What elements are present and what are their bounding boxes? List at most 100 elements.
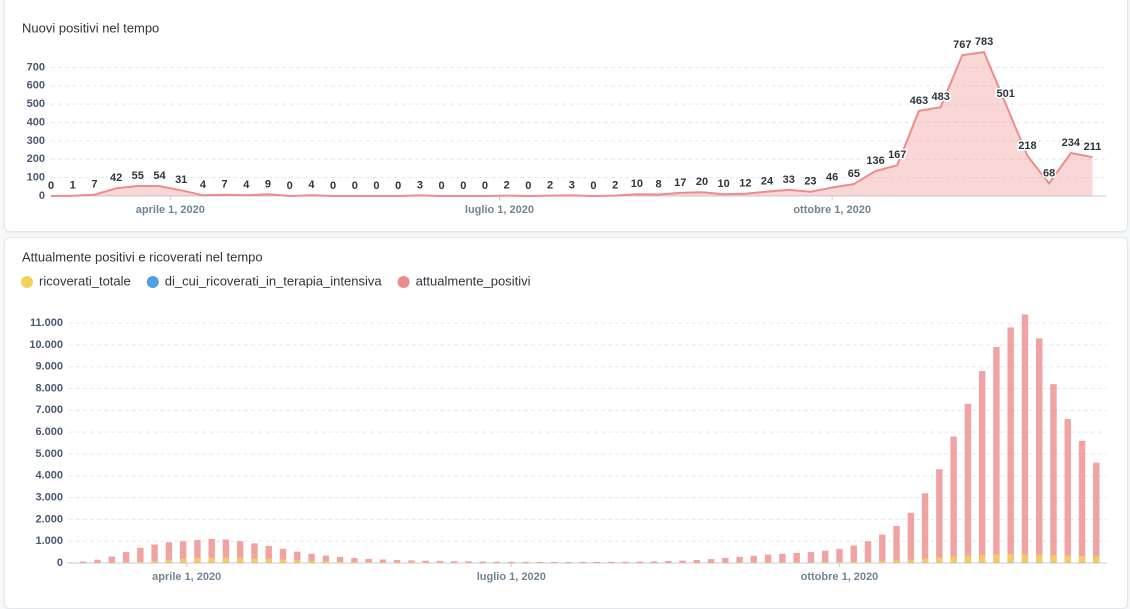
bar [1007, 327, 1013, 563]
value-label: 0 [590, 180, 596, 192]
bar [879, 561, 885, 563]
value-label: 767 [953, 39, 971, 51]
bar [665, 561, 671, 563]
bar [908, 513, 914, 563]
y-tick-label: 8.000 [35, 382, 63, 394]
bar [579, 562, 585, 563]
bar [237, 558, 243, 563]
value-label: 0 [373, 180, 379, 192]
bar [865, 561, 871, 563]
y-tick-label: 1.000 [35, 535, 63, 547]
bar [879, 535, 885, 563]
y-tick-label: 700 [27, 61, 45, 73]
legend-swatch [147, 276, 159, 288]
bar [936, 558, 942, 563]
bar [351, 562, 357, 563]
bar [651, 561, 657, 563]
bar [123, 562, 129, 563]
bar [793, 553, 799, 563]
y-tick-label: 6.000 [35, 426, 63, 438]
chart-title: Attualmente positivi e ricoverati nel te… [22, 249, 263, 264]
bar [308, 561, 314, 563]
value-label: 10 [718, 178, 730, 190]
value-label: 17 [674, 177, 686, 189]
bar [166, 560, 172, 563]
value-label: 0 [525, 180, 531, 192]
bar [365, 562, 371, 563]
bar [893, 560, 899, 563]
chart: Attualmente positivi e ricoverati nel te… [5, 238, 1127, 598]
bar [1065, 556, 1071, 563]
value-label: 10 [631, 178, 643, 190]
bar [793, 562, 799, 563]
value-label: 2 [547, 180, 553, 192]
bar [1065, 419, 1071, 563]
bar [979, 371, 985, 563]
bar [1093, 556, 1099, 563]
value-label: 3 [569, 179, 575, 191]
bar [836, 549, 842, 563]
bar [822, 562, 828, 563]
bar [251, 558, 257, 563]
bar [508, 562, 514, 563]
y-tick-label: 2.000 [35, 513, 63, 525]
value-label: 65 [848, 168, 860, 180]
y-tick-label: 200 [27, 153, 45, 165]
bar [551, 562, 557, 563]
bar [380, 562, 386, 563]
bar [180, 559, 186, 563]
x-tick-label: luglio 1, 2020 [465, 204, 534, 216]
bar [337, 561, 343, 563]
bar [865, 541, 871, 563]
bar [965, 404, 971, 563]
bar [936, 469, 942, 563]
bar [1022, 554, 1028, 563]
bar [1093, 463, 1099, 563]
y-tick-label: 4.000 [35, 470, 63, 482]
bar [194, 558, 200, 563]
chart-title: Nuovi positivi nel tempo [22, 20, 159, 35]
bar [594, 562, 600, 563]
y-tick-label: 3.000 [35, 491, 63, 503]
value-label: 55 [132, 170, 144, 182]
value-label: 4 [308, 179, 315, 191]
value-label: 7 [91, 179, 97, 191]
bar [109, 556, 115, 563]
bar [979, 555, 985, 563]
bar [1079, 441, 1085, 563]
bar [922, 559, 928, 563]
value-label: 0 [352, 180, 358, 192]
value-label: 12 [739, 178, 751, 190]
bar [950, 556, 956, 563]
value-label: 68 [1043, 167, 1055, 179]
value-label: 136 [866, 155, 884, 167]
bar [808, 562, 814, 563]
value-label: 463 [910, 95, 928, 107]
y-tick-label: 100 [27, 172, 45, 184]
bar [137, 548, 143, 563]
bar [779, 554, 785, 563]
value-label: 54 [153, 170, 166, 182]
value-label: 0 [287, 180, 293, 192]
x-tick-label: aprile 1, 2020 [136, 204, 205, 216]
bar [679, 561, 685, 563]
value-label: 8 [655, 178, 661, 190]
value-label: 4 [200, 179, 207, 191]
value-label: 0 [330, 180, 336, 192]
value-label: 218 [1018, 140, 1036, 152]
value-label: 0 [439, 180, 445, 192]
bar [808, 552, 814, 563]
bar [751, 556, 757, 563]
bar [622, 562, 628, 563]
bar [1050, 555, 1056, 563]
value-label: 211 [1084, 141, 1102, 153]
bar [1050, 384, 1056, 563]
bar [1036, 555, 1042, 563]
bar [151, 544, 157, 563]
bar [266, 559, 272, 563]
x-tick-label: ottobre 1, 2020 [793, 204, 871, 216]
value-label: 783 [975, 36, 993, 48]
value-label: 1 [70, 180, 76, 192]
bar [722, 558, 728, 563]
